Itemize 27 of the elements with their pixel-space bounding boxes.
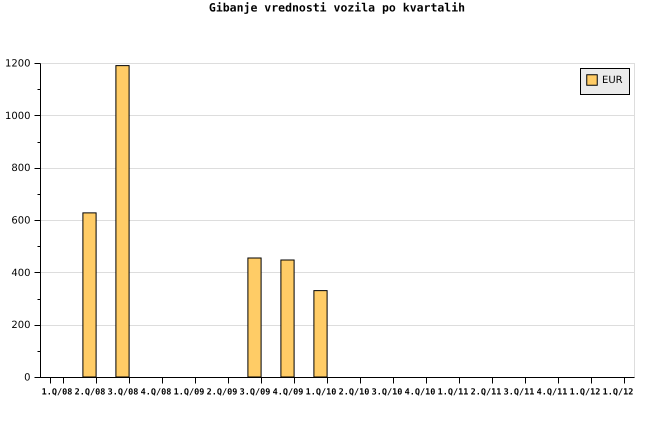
x-tick-label: 3.Q/10 (372, 388, 402, 398)
x-tick-label: 2.Q/09 (206, 388, 238, 398)
x-tick-label: 3.Q/08 (108, 388, 138, 398)
y-tick-label: 600 (11, 216, 30, 226)
x-tick-label: 2.Q/11 (470, 388, 502, 398)
x-tick-label: 1.Q/12 (570, 388, 600, 398)
x-tick-label: 2.Q/08 (74, 388, 106, 398)
chart-title: Gibanje vrednosti vozila po kvartalih (208, 0, 466, 14)
y-tick-label: 1000 (5, 110, 30, 122)
legend-label: EUR (602, 75, 623, 86)
y-tick-label: 800 (11, 163, 30, 174)
x-tick-label: 2.Q/10 (338, 388, 370, 398)
x-tick-label: 4.Q/10 (404, 388, 436, 398)
y-tick-label: 1200 (5, 58, 30, 70)
x-tick-label: 1.Q/10 (306, 388, 336, 398)
x-tick-label: 1.Q/08 (42, 388, 72, 398)
y-tick-label: 400 (11, 268, 30, 279)
x-tick-label: 1.Q/11 (438, 388, 468, 398)
x-tick-label: 4.Q/08 (140, 388, 172, 398)
x-tick-label: 3.Q/11 (504, 388, 534, 398)
x-tick-label: 4.Q/11 (536, 388, 568, 398)
y-tick-label: 0 (24, 372, 30, 384)
x-tick-label: 1.Q/12 (602, 388, 634, 398)
x-tick-label: 1.Q/09 (174, 388, 204, 398)
x-tick-label: 4.Q/09 (272, 388, 304, 398)
x-tick-label: 3.Q/09 (240, 388, 270, 398)
y-tick-label: 200 (11, 320, 30, 332)
